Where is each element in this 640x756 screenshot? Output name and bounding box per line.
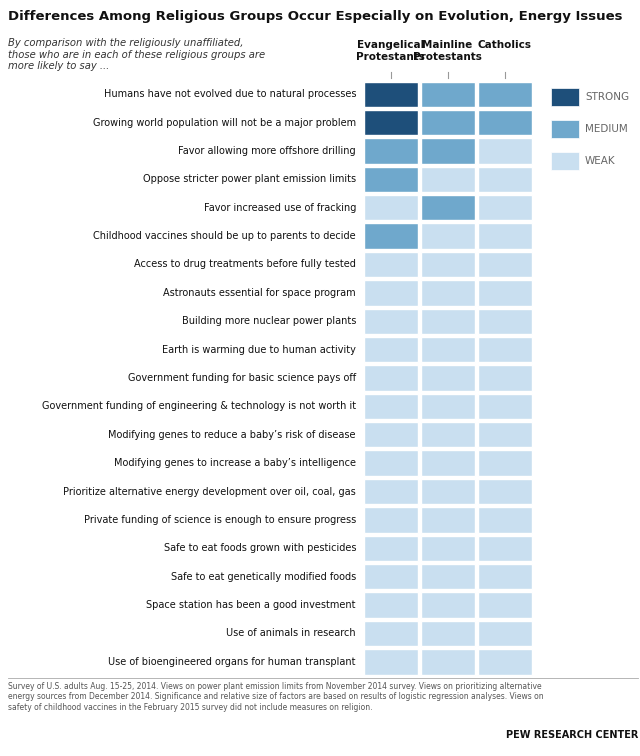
Bar — [364, 337, 417, 362]
Text: Building more nuclear power plants: Building more nuclear power plants — [182, 316, 356, 327]
Bar — [364, 451, 417, 476]
Text: Modifying genes to reduce a baby’s risk of disease: Modifying genes to reduce a baby’s risk … — [109, 429, 356, 440]
Bar — [477, 195, 531, 221]
Bar — [420, 166, 474, 192]
Bar — [364, 394, 417, 419]
Text: Private funding of science is enough to ensure progress: Private funding of science is enough to … — [84, 515, 356, 525]
Bar — [364, 365, 417, 391]
Text: Mainline
Protestants: Mainline Protestants — [413, 40, 482, 63]
Bar — [477, 110, 531, 135]
Text: Catholics: Catholics — [477, 40, 531, 50]
Text: Prioritize alternative energy development over oil, coal, gas: Prioritize alternative energy developmen… — [63, 487, 356, 497]
Text: Survey of U.S. adults Aug. 15-25, 2014. Views on power plant emission limits fro: Survey of U.S. adults Aug. 15-25, 2014. … — [8, 682, 543, 712]
Bar — [420, 621, 474, 646]
Bar — [551, 88, 579, 106]
Bar — [477, 621, 531, 646]
Text: Space station has been a good investment: Space station has been a good investment — [147, 600, 356, 610]
Bar — [364, 621, 417, 646]
Bar — [420, 451, 474, 476]
Text: Safe to eat foods grown with pesticides: Safe to eat foods grown with pesticides — [163, 544, 356, 553]
Text: Differences Among Religious Groups Occur Especially on Evolution, Energy Issues: Differences Among Religious Groups Occur… — [8, 10, 623, 23]
Bar — [477, 365, 531, 391]
Bar — [420, 337, 474, 362]
Bar — [364, 535, 417, 561]
Bar — [477, 308, 531, 334]
Bar — [420, 479, 474, 504]
Text: STRONG: STRONG — [585, 92, 629, 102]
Bar — [477, 138, 531, 163]
Bar — [364, 507, 417, 532]
Bar — [420, 507, 474, 532]
Text: Oppose stricter power plant emission limits: Oppose stricter power plant emission lim… — [143, 175, 356, 184]
Bar — [364, 110, 417, 135]
Bar — [364, 195, 417, 221]
Bar — [477, 422, 531, 448]
Bar — [477, 280, 531, 305]
Bar — [420, 110, 474, 135]
Text: Modifying genes to increase a baby’s intelligence: Modifying genes to increase a baby’s int… — [114, 458, 356, 468]
Bar — [420, 564, 474, 590]
Bar — [477, 507, 531, 532]
Bar — [364, 224, 417, 249]
Bar — [364, 138, 417, 163]
Bar — [420, 195, 474, 221]
Bar — [551, 120, 579, 138]
Bar — [420, 252, 474, 277]
Bar — [420, 308, 474, 334]
Bar — [420, 649, 474, 674]
Text: Astronauts essential for space program: Astronauts essential for space program — [163, 288, 356, 298]
Bar — [364, 82, 417, 107]
Bar — [364, 422, 417, 448]
Text: WEAK: WEAK — [585, 156, 616, 166]
Bar — [420, 365, 474, 391]
Text: MEDIUM: MEDIUM — [585, 124, 628, 134]
Bar — [477, 593, 531, 618]
Bar — [477, 564, 531, 590]
Bar — [364, 280, 417, 305]
Bar — [477, 649, 531, 674]
Text: Use of animals in research: Use of animals in research — [227, 628, 356, 638]
Bar — [420, 224, 474, 249]
Text: Childhood vaccines should be up to parents to decide: Childhood vaccines should be up to paren… — [93, 231, 356, 241]
Bar — [477, 451, 531, 476]
Text: Growing world population will not be a major problem: Growing world population will not be a m… — [93, 118, 356, 128]
Bar — [364, 479, 417, 504]
Bar — [420, 138, 474, 163]
Bar — [477, 479, 531, 504]
Bar — [420, 422, 474, 448]
Bar — [420, 593, 474, 618]
Bar — [364, 564, 417, 590]
Bar — [477, 166, 531, 192]
Text: Favor increased use of fracking: Favor increased use of fracking — [204, 203, 356, 212]
Bar — [477, 394, 531, 419]
Bar — [364, 252, 417, 277]
Text: Government funding of engineering & technology is not worth it: Government funding of engineering & tech… — [42, 401, 356, 411]
Bar — [477, 252, 531, 277]
Text: Evangelical
Protestants: Evangelical Protestants — [356, 40, 425, 63]
Bar — [551, 152, 579, 170]
Bar — [420, 280, 474, 305]
Bar — [364, 649, 417, 674]
Bar — [420, 535, 474, 561]
Text: Safe to eat genetically modified foods: Safe to eat genetically modified foods — [171, 572, 356, 581]
Bar — [420, 82, 474, 107]
Text: Use of bioengineered organs for human transplant: Use of bioengineered organs for human tr… — [109, 657, 356, 667]
Bar — [477, 224, 531, 249]
Bar — [364, 593, 417, 618]
Text: Humans have not evolved due to natural processes: Humans have not evolved due to natural p… — [104, 89, 356, 99]
Bar — [420, 394, 474, 419]
Bar — [477, 337, 531, 362]
Text: Earth is warming due to human activity: Earth is warming due to human activity — [162, 345, 356, 355]
Bar — [477, 535, 531, 561]
Text: Favor allowing more offshore drilling: Favor allowing more offshore drilling — [179, 146, 356, 156]
Bar — [477, 82, 531, 107]
Text: Access to drug treatments before fully tested: Access to drug treatments before fully t… — [134, 259, 356, 269]
Text: By comparison with the religiously unaffiliated,
those who are in each of these : By comparison with the religiously unaff… — [8, 38, 265, 71]
Bar — [364, 166, 417, 192]
Text: Government funding for basic science pays off: Government funding for basic science pay… — [128, 373, 356, 383]
Text: PEW RESEARCH CENTER: PEW RESEARCH CENTER — [506, 730, 638, 740]
Bar — [364, 308, 417, 334]
